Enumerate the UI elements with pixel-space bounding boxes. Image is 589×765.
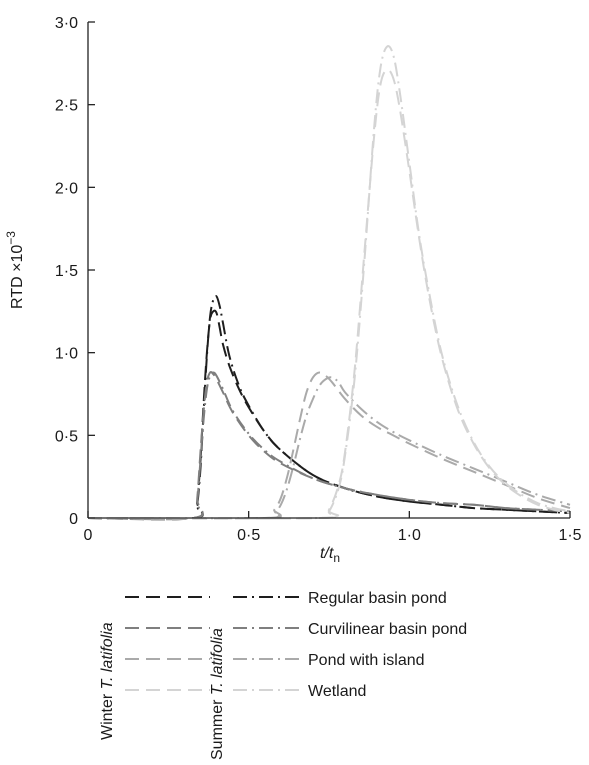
- y-tick-label: 2·0: [55, 180, 78, 197]
- legend-entry-label: Wetland: [308, 683, 366, 700]
- x-axis: 0 0·5 1·0 1·5: [84, 511, 582, 544]
- legend-rows: Regular basin pond Curvilinear basin pond…: [125, 590, 467, 700]
- legend-column-header-summer: Summer T. latifolia: [209, 628, 226, 760]
- series-line-wetland-summer: [87, 45, 571, 520]
- y-axis-title: RTD ×10−3: [4, 231, 26, 309]
- x-tick-label: 0: [84, 527, 93, 544]
- legend-entry-label: Curvilinear basin pond: [308, 621, 467, 638]
- series-line-pond-with-island-summer: [87, 376, 571, 520]
- y-axis-title-main: RTD ×10: [9, 245, 26, 309]
- x-tick-label: 1·0: [398, 527, 421, 544]
- series-line-wetland-winter: [87, 68, 571, 520]
- y-tick-label: 1·0: [55, 346, 78, 363]
- y-tick-label: 2·5: [55, 98, 78, 115]
- x-tick-label: 0·5: [237, 527, 260, 544]
- series-layer: [87, 45, 571, 521]
- y-axis: 0 0·5 1·0 1·5 2·0 2·5 3·0: [55, 15, 95, 528]
- x-axis-title: t/tn: [320, 545, 340, 565]
- series-line-regular-basin-pond-summer: [87, 295, 571, 520]
- series-line-regular-basin-pond-winter: [87, 309, 571, 521]
- legend-column-header-winter: Winter T. latifolia: [99, 622, 116, 740]
- y-tick-label: 3·0: [55, 15, 78, 32]
- y-tick-label: 1·5: [55, 263, 78, 280]
- x-tick-label: 1·5: [558, 527, 581, 544]
- legend-entry-label: Pond with island: [308, 652, 425, 669]
- series-line-pond-with-island-winter: [87, 371, 571, 520]
- series-line-curvilinear-basin-pond-winter: [87, 371, 571, 521]
- x-axis-title-subscript: n: [333, 551, 340, 565]
- legend-entry-label: Regular basin pond: [308, 590, 447, 607]
- x-axis-title-main: t/t: [320, 545, 334, 562]
- series-line-curvilinear-basin-pond-summer: [87, 371, 571, 521]
- y-tick-label: 0: [69, 511, 78, 528]
- y-axis-title-superscript: −3: [4, 231, 18, 245]
- legend: Winter T. latifolia Summer T. latifolia …: [99, 590, 467, 760]
- y-tick-label: 0·5: [55, 428, 78, 445]
